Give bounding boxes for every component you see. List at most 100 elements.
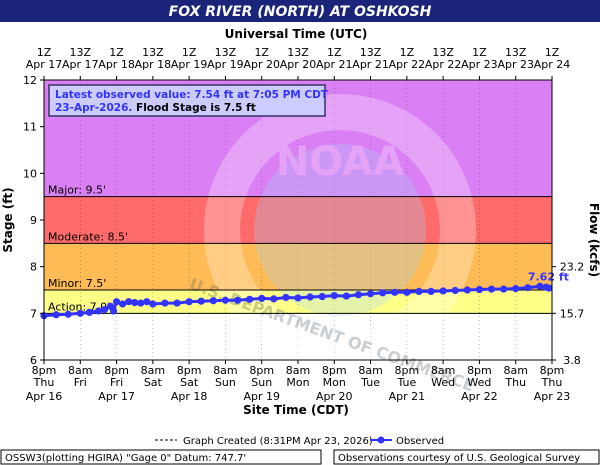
bottom-tick-day: Wed <box>467 376 491 389</box>
chart-title: FOX RIVER (NORTH) AT OSHKOSH <box>169 4 432 20</box>
bottom-tick-time: 8am <box>286 364 310 377</box>
top-tick-time: 1Z <box>545 46 560 59</box>
observed-point <box>161 299 169 307</box>
left-tick-label: 8 <box>30 261 37 274</box>
title-bar <box>0 0 600 22</box>
bottom-tick-day: Fri <box>110 376 123 389</box>
courtesy-box <box>333 449 600 465</box>
bottom-tick-day: Sat <box>180 376 199 389</box>
bottom-tick-time: 8am <box>68 364 92 377</box>
observed-point <box>545 284 553 292</box>
observed-point <box>125 298 133 306</box>
top-tick-time: 13Z <box>360 46 382 59</box>
bottom-tick-day: Thu <box>33 376 55 389</box>
flood-bands <box>44 80 552 360</box>
bottom-tick-time: 8pm <box>395 364 420 377</box>
courtesy-text: Observations courtesy of U.S. Geological… <box>338 453 580 464</box>
top-tick-time: 13Z <box>287 46 309 59</box>
right-tick-label: 23.2 <box>560 261 585 274</box>
bottom-tick-date: Apr 20 <box>316 390 353 403</box>
observed-point <box>318 292 326 301</box>
bottom-tick-time: 8am <box>213 364 237 377</box>
observed-point <box>282 293 290 302</box>
watermark-inner-disc <box>254 144 426 316</box>
top-tick-time: 13Z <box>142 46 164 59</box>
bottom-tick-day: Mon <box>323 376 346 389</box>
observed-point <box>463 286 471 294</box>
observed-point <box>85 308 93 316</box>
right-tick-label: 3.8 <box>563 354 581 367</box>
bottom-tick-day: Thu <box>541 376 563 389</box>
observed-point <box>427 287 435 295</box>
observed-point <box>52 311 60 319</box>
top-tick-date: Apr 23 <box>461 58 498 71</box>
observed-point <box>185 298 193 306</box>
threshold-label-major: Major: 9.5' <box>48 184 106 197</box>
bottom-tick-time: 8pm <box>177 364 202 377</box>
top-tick-time: 1Z <box>254 46 269 59</box>
bottom-tick-time: 8pm <box>104 364 129 377</box>
bottom-tick-time: 8pm <box>32 364 57 377</box>
top-tick-time: 1Z <box>37 46 52 59</box>
top-tick-date: Apr 22 <box>425 58 462 71</box>
top-axis-title: Universal Time (UTC) <box>225 27 368 41</box>
top-tick-date: Apr 18 <box>135 58 172 71</box>
observed-series: 7.62 ft <box>40 270 569 320</box>
top-tick-date: Apr 20 <box>243 58 280 71</box>
bottom-tick-day: Mon <box>286 376 309 389</box>
latest-value-date: 23-Apr-2026. <box>55 102 132 114</box>
observed-point <box>221 296 230 304</box>
observed-legend-marker <box>377 436 385 444</box>
observed-point <box>246 295 254 303</box>
top-tick-date: Apr 23 <box>497 58 534 71</box>
left-axis-title: Stage (ft) <box>1 187 15 252</box>
observed-point <box>173 299 181 307</box>
watermark-center-text: NOAA <box>276 139 404 185</box>
observed-point <box>536 282 544 290</box>
observed-point <box>76 309 84 317</box>
flood-stage-text: Flood Stage is 7.5 ft <box>132 102 255 114</box>
bottom-tick-time: 8am <box>431 364 455 377</box>
threshold-label-moderate: Moderate: 8.5' <box>48 230 128 243</box>
right-tick-label: 15.7 <box>560 307 585 320</box>
latest-value-line2: 23-Apr-2026. Flood Stage is 7.5 ft <box>55 102 256 114</box>
left-tick-label: 12 <box>23 74 37 87</box>
graph-created-text: Graph Created (8:31PM Apr 23, 2026) <box>183 436 373 447</box>
observed-point <box>294 294 302 302</box>
top-tick-time: 13Z <box>505 46 527 59</box>
top-tick-date: Apr 20 <box>280 58 317 71</box>
top-tick-date: Apr 18 <box>98 58 135 71</box>
top-tick-date: Apr 22 <box>389 58 426 71</box>
top-tick-time: 1Z <box>472 46 487 59</box>
observed-point <box>137 299 145 307</box>
bottom-tick-date: Apr 18 <box>171 390 208 403</box>
observed-point <box>475 285 484 294</box>
datum-text: OSSW3(plotting HGIRA) "Gage 0" Datum: 74… <box>5 453 246 464</box>
observed-point <box>512 285 520 293</box>
top-tick-time: 13Z <box>70 46 92 59</box>
observed-point <box>143 298 151 306</box>
observed-point <box>109 307 118 315</box>
threshold-label-minor: Minor: 7.5' <box>48 277 106 290</box>
bottom-tick-date: Apr 22 <box>461 390 498 403</box>
observed-point <box>270 295 278 303</box>
bottom-tick-date: Apr 23 <box>534 390 571 403</box>
observed-point <box>209 297 217 305</box>
right-axis: 3.8 15.7 23.2 <box>552 261 584 367</box>
top-tick-date: Apr 21 <box>352 58 389 71</box>
observed-point <box>366 290 375 298</box>
latest-value-box: Latest observed value: 7.54 ft at 7:05 P… <box>48 84 329 117</box>
observed-point <box>487 285 496 293</box>
left-tick-label: 9 <box>30 214 37 227</box>
observed-point <box>149 300 157 308</box>
bottom-tick-day: Fri <box>74 376 87 389</box>
right-axis-title: Flow (kcfs) <box>587 203 600 277</box>
observed-point <box>415 287 423 295</box>
observed-point <box>439 287 447 295</box>
bottom-tick-date: Apr 21 <box>389 390 426 403</box>
bottom-tick-day: Sun <box>215 376 236 389</box>
bottom-tick-time: 8pm <box>540 364 565 377</box>
bottom-tick-day: Tue <box>396 376 416 389</box>
observed-point <box>131 299 139 307</box>
